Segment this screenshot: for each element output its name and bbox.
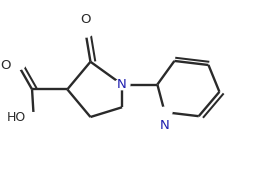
Text: O: O [80, 13, 91, 26]
Text: N: N [117, 78, 127, 91]
Text: HO: HO [7, 111, 26, 124]
Circle shape [11, 61, 25, 70]
Circle shape [79, 28, 92, 37]
Circle shape [114, 79, 130, 90]
Text: O: O [0, 58, 11, 71]
Circle shape [157, 107, 172, 117]
Text: N: N [160, 119, 170, 132]
Circle shape [26, 113, 42, 123]
